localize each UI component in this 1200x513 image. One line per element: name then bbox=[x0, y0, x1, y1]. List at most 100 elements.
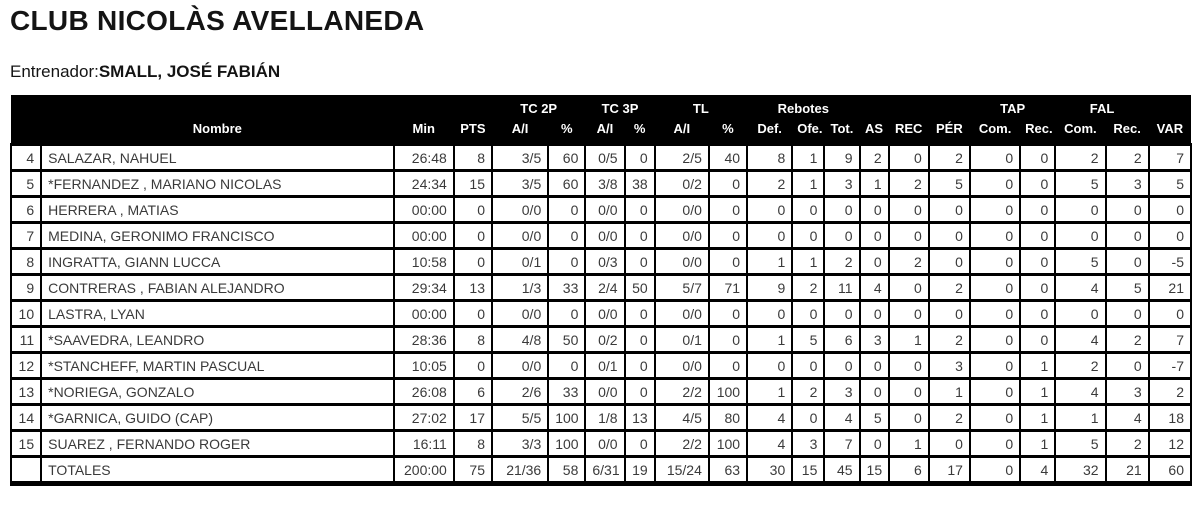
stat-cell: 0 bbox=[968, 377, 1022, 406]
stat-cell: 0 bbox=[1019, 195, 1057, 224]
stat-cell: 0 bbox=[1019, 143, 1057, 172]
stat-cell: 71 bbox=[707, 273, 749, 302]
stat-cell: 4 bbox=[746, 429, 794, 458]
stat-cell: 13 bbox=[623, 403, 656, 432]
jersey-number-cell: 13 bbox=[9, 377, 43, 406]
stat-cell: 4/8 bbox=[490, 325, 550, 354]
totals-stat-cell: 45 bbox=[823, 455, 861, 485]
totals-stat-cell: 15 bbox=[858, 455, 890, 485]
totals-stat-cell: 75 bbox=[452, 455, 494, 485]
stat-cell: 2 bbox=[858, 143, 890, 172]
stat-cell: 0 bbox=[858, 429, 890, 458]
stat-cell: 7 bbox=[1147, 143, 1193, 172]
column-header-cell: AS bbox=[859, 117, 889, 145]
stat-cell: 5 bbox=[1054, 429, 1107, 458]
totals-stat-cell: 0 bbox=[968, 455, 1022, 485]
stat-cell: 0 bbox=[968, 195, 1022, 224]
stat-cell: 0 bbox=[1019, 247, 1057, 276]
stat-cell: 0 bbox=[968, 299, 1022, 328]
totals-stat-cell: 6/31 bbox=[584, 455, 626, 485]
stat-cell: 2/5 bbox=[653, 143, 710, 172]
stat-cell: 0/0 bbox=[490, 195, 550, 224]
player-row: 12 *STANCHEFF, MARTIN PASCUAL 10:05 0 0/0 0 0/… bbox=[9, 351, 1193, 380]
stat-cell: 0 bbox=[1054, 195, 1107, 224]
stat-cell: 100 bbox=[707, 377, 749, 406]
stat-cell: 2 bbox=[887, 247, 930, 276]
column-header-cell: Ofe. bbox=[792, 117, 825, 145]
stat-cell: 0 bbox=[707, 195, 749, 224]
stat-cell: 3/3 bbox=[490, 429, 550, 458]
stat-cell: 1 bbox=[858, 169, 890, 198]
stat-cell: 0 bbox=[927, 247, 971, 276]
stat-cell: 0 bbox=[1019, 221, 1057, 250]
stat-cell: 0 bbox=[791, 195, 826, 224]
stat-cell: 0 bbox=[858, 247, 890, 276]
column-header-cell: Rec. bbox=[1020, 117, 1056, 145]
totals-stat-cell: 21 bbox=[1104, 455, 1150, 485]
stat-cell: 0/0 bbox=[653, 247, 710, 276]
stat-cell: 8 bbox=[452, 143, 494, 172]
stat-cell: 0 bbox=[547, 195, 587, 224]
jersey-number-cell: 11 bbox=[9, 325, 43, 354]
stat-cell: 3 bbox=[823, 377, 861, 406]
totals-stat-cell: 17 bbox=[927, 455, 971, 485]
stat-cell: 1/8 bbox=[584, 403, 626, 432]
stat-cell: 4 bbox=[858, 273, 890, 302]
group-header-cell: TL bbox=[654, 95, 748, 117]
stat-cell: 2 bbox=[927, 403, 971, 432]
player-row: 6 HERRERA , MATIAS 00:00 0 0/0 0 0/0 0 0/0 0 0 0 0 0 0… bbox=[9, 195, 1193, 224]
stat-cell: 0 bbox=[791, 351, 826, 380]
stat-cell: 0 bbox=[927, 195, 971, 224]
coach-name: SMALL, JOSÉ FABIÁN bbox=[98, 62, 281, 81]
stat-cell: 2 bbox=[1054, 351, 1107, 380]
stat-cell: 0 bbox=[1104, 351, 1150, 380]
stat-cell: 1 bbox=[791, 247, 826, 276]
stat-cell: 2 bbox=[791, 273, 826, 302]
totals-stat-cell: 6 bbox=[887, 455, 930, 485]
stat-cell: 2 bbox=[887, 169, 930, 198]
stat-cell: 15 bbox=[452, 169, 494, 198]
totals-stat-cell: 32 bbox=[1054, 455, 1107, 485]
page-title: CLUB NICOLÀS AVELLANEDA bbox=[10, 5, 425, 36]
stat-cell: 0/0 bbox=[653, 351, 710, 380]
stat-cell: 0/5 bbox=[584, 143, 626, 172]
stat-cell: 0/1 bbox=[490, 247, 550, 276]
stat-cell: 0 bbox=[927, 221, 971, 250]
stat-cell: 3/8 bbox=[584, 169, 626, 198]
stat-cell: -7 bbox=[1147, 351, 1193, 380]
stat-cell: 60 bbox=[547, 143, 587, 172]
stat-cell: 0 bbox=[823, 299, 861, 328]
stat-cell: 0 bbox=[1054, 221, 1107, 250]
stat-cell: 18 bbox=[1147, 403, 1193, 432]
group-header-cell: FAL bbox=[1055, 95, 1149, 117]
stat-cell: 60 bbox=[547, 169, 587, 198]
stat-cell: 0 bbox=[1019, 169, 1057, 198]
stat-cell: 12 bbox=[1147, 429, 1193, 458]
stat-cell: 2 bbox=[1054, 143, 1107, 172]
stat-cell: 0 bbox=[887, 299, 930, 328]
stat-cell: 0 bbox=[452, 299, 494, 328]
column-header-cell: A/I bbox=[654, 117, 709, 145]
stat-cell: 40 bbox=[707, 143, 749, 172]
stat-cell: 2 bbox=[1147, 377, 1193, 406]
stat-cell: 7 bbox=[823, 429, 861, 458]
group-header-cell: TAP bbox=[969, 95, 1056, 117]
stat-cell: 5 bbox=[1054, 247, 1107, 276]
jersey-number-cell: 6 bbox=[9, 195, 43, 224]
stat-cell: 9 bbox=[746, 273, 794, 302]
stat-cell: 26:48 bbox=[392, 143, 455, 172]
jersey-number-cell: 14 bbox=[9, 403, 43, 432]
stat-cell: 4 bbox=[1054, 325, 1107, 354]
column-header-cell: Nombre bbox=[41, 117, 394, 145]
stat-cell: 5 bbox=[1104, 273, 1150, 302]
table-body: 4 SALAZAR, NAHUEL 26:48 8 3/5 60 0/5 0 2/5 40 8 1 9 2… bbox=[9, 143, 1193, 485]
player-name-cell: MEDINA, GERONIMO FRANCISCO bbox=[40, 221, 395, 250]
stat-cell: 0 bbox=[623, 195, 656, 224]
stat-cell: 0 bbox=[707, 221, 749, 250]
stat-cell: 1 bbox=[1019, 403, 1057, 432]
totals-stat-cell: 21/36 bbox=[490, 455, 550, 485]
column-header-cell: Def. bbox=[747, 117, 793, 145]
stat-cell: 0/0 bbox=[584, 221, 626, 250]
stat-cell: 0 bbox=[823, 221, 861, 250]
